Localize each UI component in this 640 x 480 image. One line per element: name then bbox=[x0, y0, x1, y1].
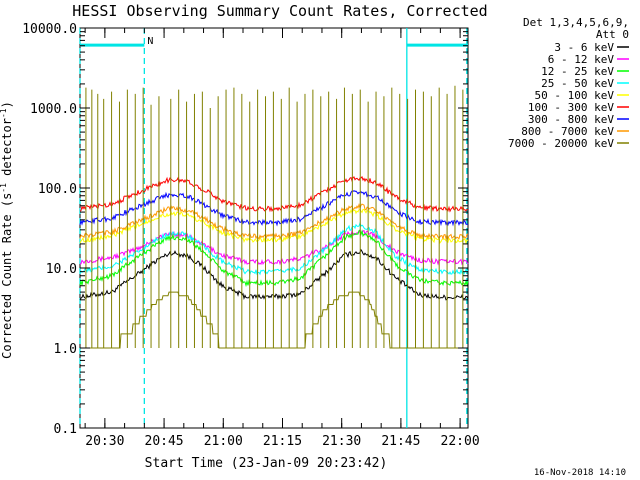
series-7 bbox=[79, 203, 469, 241]
legend-entry-label: 6 - 12 keV bbox=[548, 53, 615, 66]
series-line-8 bbox=[80, 291, 468, 349]
y-tick-label: 1.0 bbox=[54, 342, 77, 357]
series-line-6 bbox=[79, 190, 469, 227]
legend-entry-label: 50 - 100 keV bbox=[535, 89, 615, 102]
y-axis-label: Corrected Count Rate (s-1 detector-1) bbox=[0, 101, 14, 359]
series-line-7 bbox=[79, 203, 469, 241]
legend-entry-label: 800 - 7000 keV bbox=[521, 125, 614, 138]
x-tick-label: 21:30 bbox=[322, 434, 361, 449]
legend-entry-label: 300 - 800 keV bbox=[528, 113, 614, 126]
legend-entry-label: 7000 - 20000 keV bbox=[508, 137, 614, 150]
axis-layer: 0.1 1.0 10.0 100.0 1000.0 10000.0 20:30 20:45 21… bbox=[22, 22, 479, 449]
footer-timestamp: 16-Nov-2018 14:10 bbox=[534, 468, 626, 478]
series-line-2 bbox=[79, 229, 469, 288]
series-line-4 bbox=[79, 208, 469, 245]
series-4 bbox=[79, 208, 469, 245]
series-8 bbox=[80, 85, 468, 349]
series-5 bbox=[79, 175, 469, 213]
series-1 bbox=[79, 229, 469, 266]
legend-header: Att 0 bbox=[596, 28, 629, 41]
legend-entry-label: 12 - 25 keV bbox=[541, 65, 614, 78]
legend-entry-label: 100 - 300 keV bbox=[528, 101, 614, 114]
legend-entry-label: 3 - 6 keV bbox=[554, 41, 614, 54]
legend-header: Det 1,3,4,5,6,9, bbox=[523, 16, 629, 29]
x-tick-label: 22:00 bbox=[441, 434, 480, 449]
series-layer bbox=[79, 85, 469, 349]
series-2 bbox=[79, 229, 469, 288]
x-tick-label: 21:45 bbox=[381, 434, 420, 449]
y-tick-label: 10.0 bbox=[46, 262, 77, 277]
flag-label: N bbox=[147, 36, 153, 47]
legend-entry-label: 25 - 50 keV bbox=[541, 77, 614, 90]
series-line-3 bbox=[79, 221, 469, 276]
series-3 bbox=[79, 221, 469, 276]
series-line-1 bbox=[79, 229, 469, 266]
series-line-5 bbox=[79, 175, 469, 213]
x-tick-label: 21:15 bbox=[263, 434, 302, 449]
x-tick-label: 20:30 bbox=[85, 434, 124, 449]
y-tick-label: 100.0 bbox=[38, 182, 77, 197]
marker-layer: N bbox=[79, 28, 468, 428]
series-line-0 bbox=[79, 248, 469, 301]
y-tick-label: 10000.0 bbox=[22, 22, 77, 37]
y-tick-label: 0.1 bbox=[54, 422, 77, 437]
series-0 bbox=[79, 248, 469, 301]
y-tick-label: 1000.0 bbox=[30, 102, 77, 117]
x-tick-label: 21:00 bbox=[204, 434, 243, 449]
x-axis-label: Start Time (23-Jan-09 20:23:42) bbox=[145, 456, 388, 471]
series-6 bbox=[79, 190, 469, 227]
x-tick-label: 20:45 bbox=[145, 434, 184, 449]
chart-title: HESSI Observing Summary Count Rates, Cor… bbox=[72, 2, 487, 20]
